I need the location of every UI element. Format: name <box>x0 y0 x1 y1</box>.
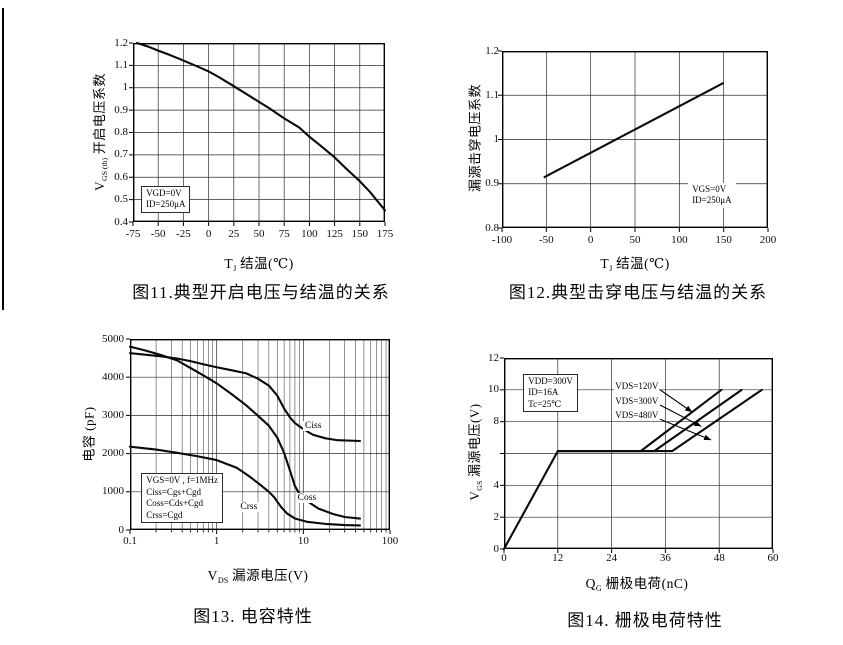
fig12-ytick-1.1: 1.1 <box>485 88 499 101</box>
fig11-ytick-0.4: 0.4 <box>114 215 128 228</box>
fig14-xtick-0: 0 <box>501 552 507 564</box>
fig14-ytick-2: 2 <box>493 510 500 523</box>
fig14-ytick-12: 12 <box>488 351 499 364</box>
fig14-ytick-4: 4 <box>493 478 500 491</box>
fig12-ytick-1: 1 <box>493 133 500 145</box>
fig13-series-Coss <box>128 345 361 520</box>
fig14-ytick-0: 0 <box>493 542 500 555</box>
fig14-xtick-24: 24 <box>606 552 618 564</box>
fig14-xtick-36: 36 <box>659 552 671 564</box>
fig11-plot-svg <box>129 41 387 226</box>
fig12-xtick-0: 0 <box>587 234 594 246</box>
fig13-xtick-1: 1 <box>213 535 220 547</box>
fig12-annotation-0: VGS=0V ID=250μA <box>688 182 736 208</box>
fig14-xtick-48: 48 <box>713 552 725 564</box>
fig11-x-axis-label: TJ 结温(℃) <box>224 256 294 273</box>
fig11-xtick--75: -75 <box>125 228 141 240</box>
fig13-xtick-10: 10 <box>297 535 309 547</box>
fig12-xtick--50: -50 <box>538 234 554 246</box>
fig11-xtick--50: -50 <box>150 228 166 240</box>
fig14-x-axis-label: QG 栅极电荷(nC) <box>585 576 689 593</box>
fig13-annotation-0: VGS=0V , f=1MHz Ciss=Cgs+Cgd Coss=Cds+Cgd C… <box>141 473 224 524</box>
fig12-ytick-0.9: 0.9 <box>485 177 499 190</box>
fig12-xtick-200: 200 <box>759 234 777 246</box>
fig12-ytick-0.8: 0.8 <box>485 221 499 234</box>
fig11-ytick-0.5: 0.5 <box>114 193 128 206</box>
fig11-xtick-50: 50 <box>253 228 265 240</box>
fig11-ytick-0.6: 0.6 <box>114 170 128 183</box>
fig11-xtick-75: 75 <box>278 228 290 240</box>
fig13-ytick-3000: 3000 <box>102 408 124 421</box>
fig12-series-BVDSS-factor <box>543 82 724 179</box>
fig11-ytick-1.2: 1.2 <box>114 36 128 49</box>
fig14-pointer-VDS=300V: VDS=300V <box>614 395 660 406</box>
fig11-xtick-150: 150 <box>351 228 369 240</box>
fig12-xtick-100: 100 <box>671 234 688 246</box>
fig12-ytick-1.2: 1.2 <box>485 44 499 57</box>
fig11-ytick-0.7: 0.7 <box>114 148 128 161</box>
fig11-caption: 图11.典型开启电压与结温的关系 <box>132 283 390 302</box>
fig13-xtick-100: 100 <box>381 535 399 547</box>
fig13-ytick-4000: 4000 <box>102 370 124 383</box>
fig13-xtick-0.1: 0.1 <box>123 535 137 547</box>
fig11-ytick-1.1: 1.1 <box>114 58 128 71</box>
fig13-label-Coss: Coss <box>295 493 319 504</box>
fig12-xtick--100: -100 <box>491 234 513 246</box>
fig11-xtick-125: 125 <box>326 228 343 240</box>
fig13-ytick-0: 0 <box>118 523 125 536</box>
fig13-x-axis-label: VDS 漏源电压(V) <box>207 568 309 585</box>
fig14-xtick-60: 60 <box>767 552 779 564</box>
page-edge-rule <box>2 8 4 310</box>
fig12-plot-svg <box>498 50 769 232</box>
fig11-xtick-25: 25 <box>228 228 240 240</box>
fig12-caption: 图12.典型击穿电压与结温的关系 <box>508 283 768 302</box>
fig13-label-Ciss: Ciss <box>303 420 324 431</box>
fig11-xtick-175: 175 <box>376 228 394 240</box>
fig11-annotation-0: VGD=0V ID=250μA <box>141 185 191 213</box>
fig11-ytick-0.8: 0.8 <box>114 126 128 138</box>
fig11-ytick-1: 1 <box>122 81 129 94</box>
fig12-xtick-150: 150 <box>715 234 732 246</box>
fig14-ytick-8: 8 <box>493 415 500 428</box>
fig14-series-VDS=120V <box>502 388 723 551</box>
fig14-pointer-VDS=480V: VDS=480V <box>614 410 660 421</box>
fig14-ytick-10: 10 <box>488 383 499 396</box>
fig13-caption: 图13. 电容特性 <box>193 607 313 626</box>
fig14-xtick-12: 12 <box>552 552 564 564</box>
fig14-series-VDS=480V <box>556 388 763 453</box>
fig13-ytick-2000: 2000 <box>102 447 124 460</box>
fig14-annotation-0: VDD=300V ID=16A Tc=25℃ <box>523 373 578 413</box>
fig12-xtick-50: 50 <box>629 234 641 246</box>
fig13-ytick-1000: 1000 <box>102 485 124 498</box>
fig11-xtick--25: -25 <box>176 228 191 240</box>
fig14-caption: 图14. 栅极电荷特性 <box>567 611 723 630</box>
fig11-series-VGS(th)-factor <box>135 41 387 212</box>
fig12-x-axis-label: TJ 结温(℃) <box>600 256 670 273</box>
fig13-label-Crss: Crss <box>238 502 260 513</box>
fig11-xtick-100: 100 <box>301 228 318 240</box>
fig14-pointer-VDS=120V: VDS=120V <box>614 380 660 391</box>
fig13-series-Ciss <box>128 352 361 443</box>
fig11-xtick-0: 0 <box>205 228 212 240</box>
fig13-ytick-5000: 5000 <box>102 332 124 345</box>
fig13-series-Crss <box>128 445 361 527</box>
fig11-ytick-0.9: 0.9 <box>114 103 128 116</box>
